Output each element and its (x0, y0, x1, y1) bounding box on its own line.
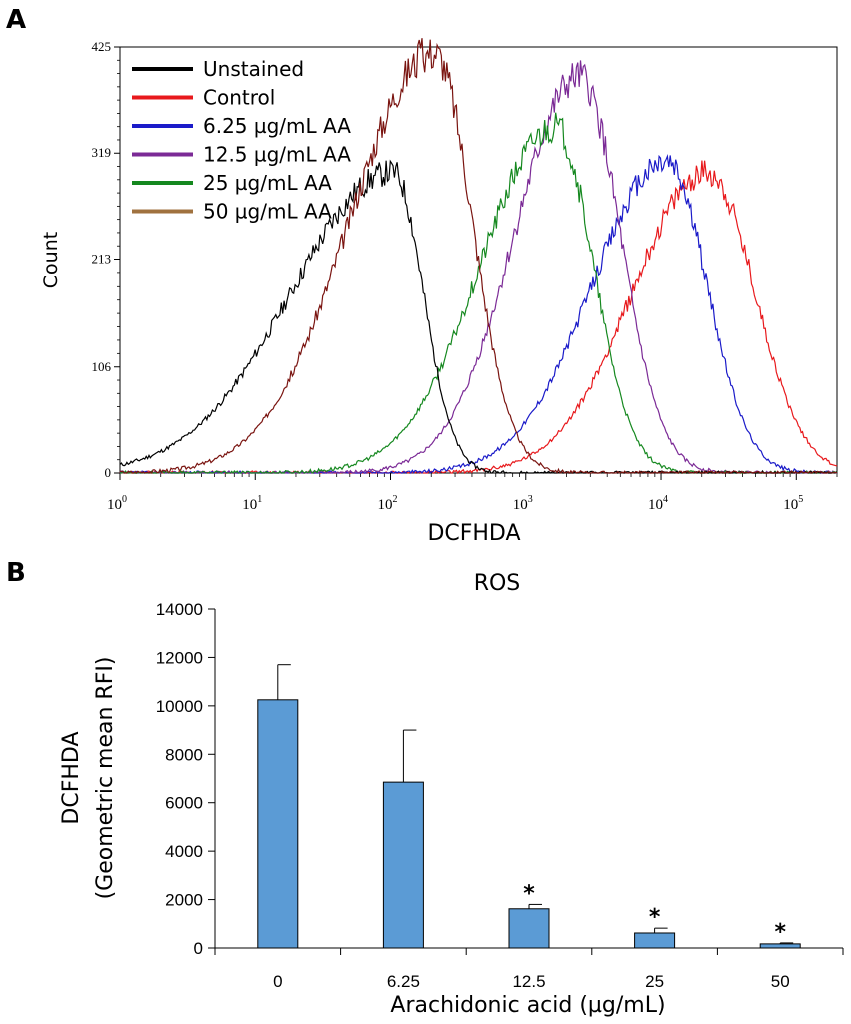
y-axis-label-b-line2: (Geometric mean RFI) (93, 657, 118, 900)
y-tick-label-b: 6000 (165, 794, 203, 813)
x-tick-label-b: 12.5 (512, 972, 545, 991)
x-tick-label-a: 103 (513, 494, 533, 513)
y-tick-label-b: 8000 (165, 745, 203, 764)
y-tick-label-b: 10000 (156, 697, 203, 716)
curve-6-25-g-ml-aa (119, 153, 838, 475)
x-tick-label-a: 101 (242, 494, 262, 513)
bar-25 (634, 932, 676, 949)
y-tick-label-b: 4000 (165, 842, 203, 861)
x-axis-label-b: Arachidonic acid (µg/mL) (390, 993, 665, 1018)
panel-a-letter: A (6, 5, 26, 35)
x-axis-a: 100 101 102 103 104 105 (107, 473, 838, 513)
legend-label: 50 µg/mL AA (203, 200, 332, 224)
x-tick-label-a: 100 (107, 494, 127, 513)
x-tick-label-b: 0 (273, 972, 282, 991)
histogram-curves (119, 38, 838, 475)
significance-marker: * (523, 881, 535, 906)
bar-6.25 (382, 781, 424, 949)
y-axis-label-a: Count (40, 232, 62, 288)
x-tick-label-b: 6.25 (387, 972, 420, 991)
x-tick-label-b: 50 (771, 972, 790, 991)
y-tick-label-a: 425 (92, 39, 112, 54)
bar-chart-panel: ROS 0 2000 4000 6000 8000 10000 12000 14000 0 6.… (59, 571, 844, 1018)
curve-50-ug-ml-aa (119, 38, 838, 474)
y-tick-label-b: 14000 (156, 600, 203, 619)
x-tick-label-a: 104 (648, 494, 668, 513)
y-tick-label-a: 0 (105, 465, 112, 480)
x-tick-label-b: 25 (645, 972, 664, 991)
legend-label: Control (203, 86, 275, 110)
significance-marker: * (649, 905, 661, 930)
x-axis-label-a: DCFHDA (427, 521, 520, 546)
curve-25-g-ml-aa (120, 112, 838, 474)
y-tick-label-b: 12000 (156, 648, 203, 667)
chart-title-b: ROS (474, 571, 521, 596)
y-tick-label-b: 0 (194, 939, 203, 958)
plot-area-a (119, 46, 838, 474)
x-tick-label-a: 102 (378, 494, 398, 513)
legend-label: 12.5 µg/mL AA (203, 143, 351, 167)
significance-marker: * (774, 920, 786, 945)
bar-0 (257, 699, 299, 949)
y-tick-label-b: 2000 (165, 891, 203, 910)
bar-12.5 (508, 908, 550, 949)
legend: Unstained Control 6.25 µg/mL AA 12.5 µg/mL … (132, 57, 351, 224)
curve-unstained (119, 159, 838, 474)
panel-b-letter: B (6, 558, 26, 588)
legend-label: 6.25 µg/mL AA (203, 114, 351, 138)
y-tick-label-a: 319 (92, 145, 112, 160)
bars: 0 6.25 12.5 * 25 * 50 * (257, 664, 801, 991)
histogram-panel: 0 106 213 319 425 100 101 102 103 104 105 Unstain… (40, 38, 838, 546)
y-tick-label-a: 213 (92, 251, 112, 266)
legend-label: 25 µg/mL AA (203, 171, 332, 195)
y-axis-label-b-line1: DCFHDA (59, 731, 84, 824)
x-tick-label-a: 105 (783, 494, 803, 513)
y-axis-a: 0 106 213 319 425 (92, 39, 120, 480)
y-tick-label-a: 106 (92, 359, 112, 374)
legend-label: Unstained (203, 57, 304, 81)
